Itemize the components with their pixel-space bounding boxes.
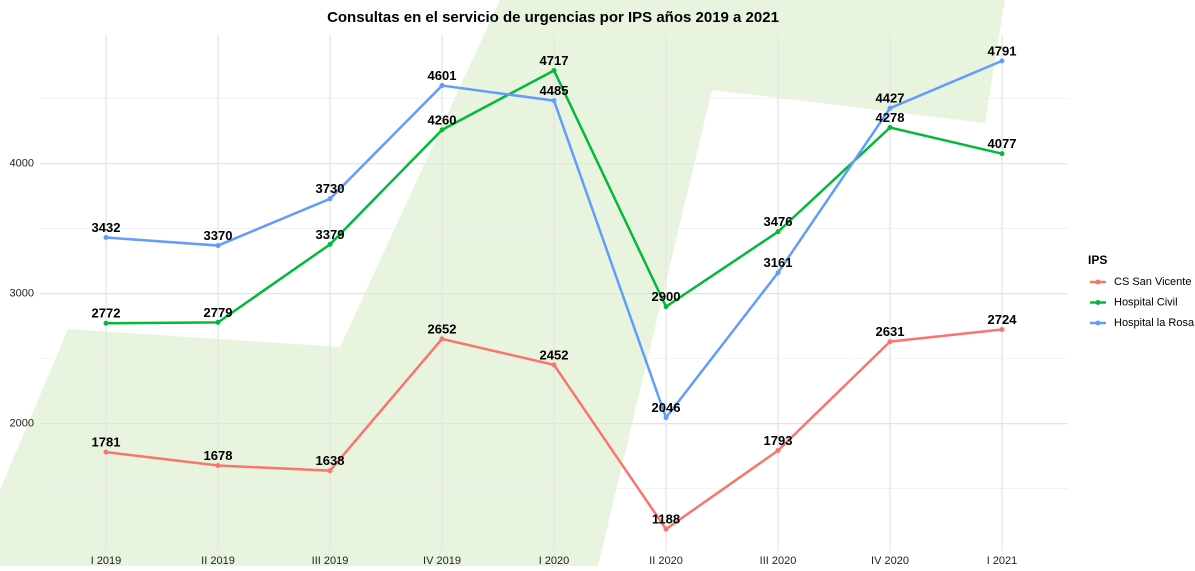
point	[104, 321, 109, 326]
y-tick-label: 3000	[10, 288, 34, 300]
legend-label: CS San Vicente	[1114, 276, 1191, 288]
value-label: 2652	[428, 321, 457, 336]
value-label: 2631	[876, 324, 905, 339]
value-label: 3379	[316, 227, 345, 242]
point	[328, 468, 333, 473]
legend-label: Hospital Civil	[1114, 296, 1178, 308]
point	[440, 83, 445, 88]
x-tick-label: II 2020	[649, 555, 683, 566]
point	[776, 448, 781, 453]
value-label: 4427	[876, 91, 905, 106]
legend-key-point	[1096, 300, 1101, 305]
point	[664, 304, 669, 309]
value-label: 4485	[540, 83, 569, 98]
point	[888, 339, 893, 344]
value-label: 2724	[988, 312, 1018, 327]
point	[440, 127, 445, 132]
point	[552, 362, 557, 367]
point	[776, 229, 781, 234]
x-tick-label: I 2020	[539, 555, 570, 566]
value-label: 1678	[204, 448, 233, 463]
x-tick-label: II 2019	[201, 555, 235, 566]
value-label: 2900	[652, 289, 681, 304]
point	[1000, 151, 1005, 156]
x-tick-label: I 2021	[987, 555, 1018, 566]
value-label: 4791	[988, 43, 1017, 58]
background-shape	[0, 0, 1005, 566]
legend-title: IPS	[1088, 253, 1107, 267]
value-label: 2772	[92, 306, 121, 321]
chart-title: Consultas en el servicio de urgencias po…	[327, 9, 779, 26]
legend-key-point	[1096, 321, 1101, 326]
value-label: 3370	[204, 228, 233, 243]
value-label: 2046	[652, 400, 681, 415]
y-tick-label: 4000	[10, 158, 34, 170]
x-tick-label: I 2019	[91, 555, 122, 566]
value-label: 4717	[540, 53, 569, 68]
y-tick-label: 2000	[10, 418, 34, 430]
point	[328, 242, 333, 247]
value-label: 1781	[92, 435, 121, 450]
value-label: 1188	[652, 512, 680, 527]
legend-label: Hospital la Rosa	[1114, 317, 1195, 329]
value-label: 1638	[316, 453, 345, 468]
value-label: 3730	[316, 181, 345, 196]
point	[216, 320, 221, 325]
point	[216, 243, 221, 248]
value-label: 4278	[876, 110, 905, 125]
value-label: 3161	[764, 255, 793, 270]
value-label: 3432	[92, 220, 121, 235]
x-tick-label: III 2020	[760, 555, 797, 566]
point	[552, 98, 557, 103]
point	[328, 196, 333, 201]
x-tick-label: III 2019	[312, 555, 349, 566]
x-tick-label: IV 2020	[871, 555, 909, 566]
point	[1000, 327, 1005, 332]
value-label: 4077	[988, 136, 1017, 151]
point	[440, 336, 445, 341]
value-label: 3476	[764, 214, 793, 229]
x-tick-label: IV 2019	[423, 555, 461, 566]
value-label: 2779	[204, 305, 233, 320]
value-label: 4601	[428, 68, 457, 83]
point	[664, 527, 669, 532]
chart: Consultas en el servicio de urgencias po…	[0, 0, 1195, 566]
point	[664, 415, 669, 420]
legend-key-point	[1096, 280, 1101, 285]
value-label: 1793	[764, 433, 793, 448]
value-label: 2452	[540, 347, 569, 362]
point	[216, 463, 221, 468]
point	[104, 235, 109, 240]
value-label: 4260	[428, 112, 457, 127]
point	[1000, 58, 1005, 63]
point	[776, 270, 781, 275]
point	[104, 450, 109, 455]
point	[888, 125, 893, 130]
point	[552, 68, 557, 73]
